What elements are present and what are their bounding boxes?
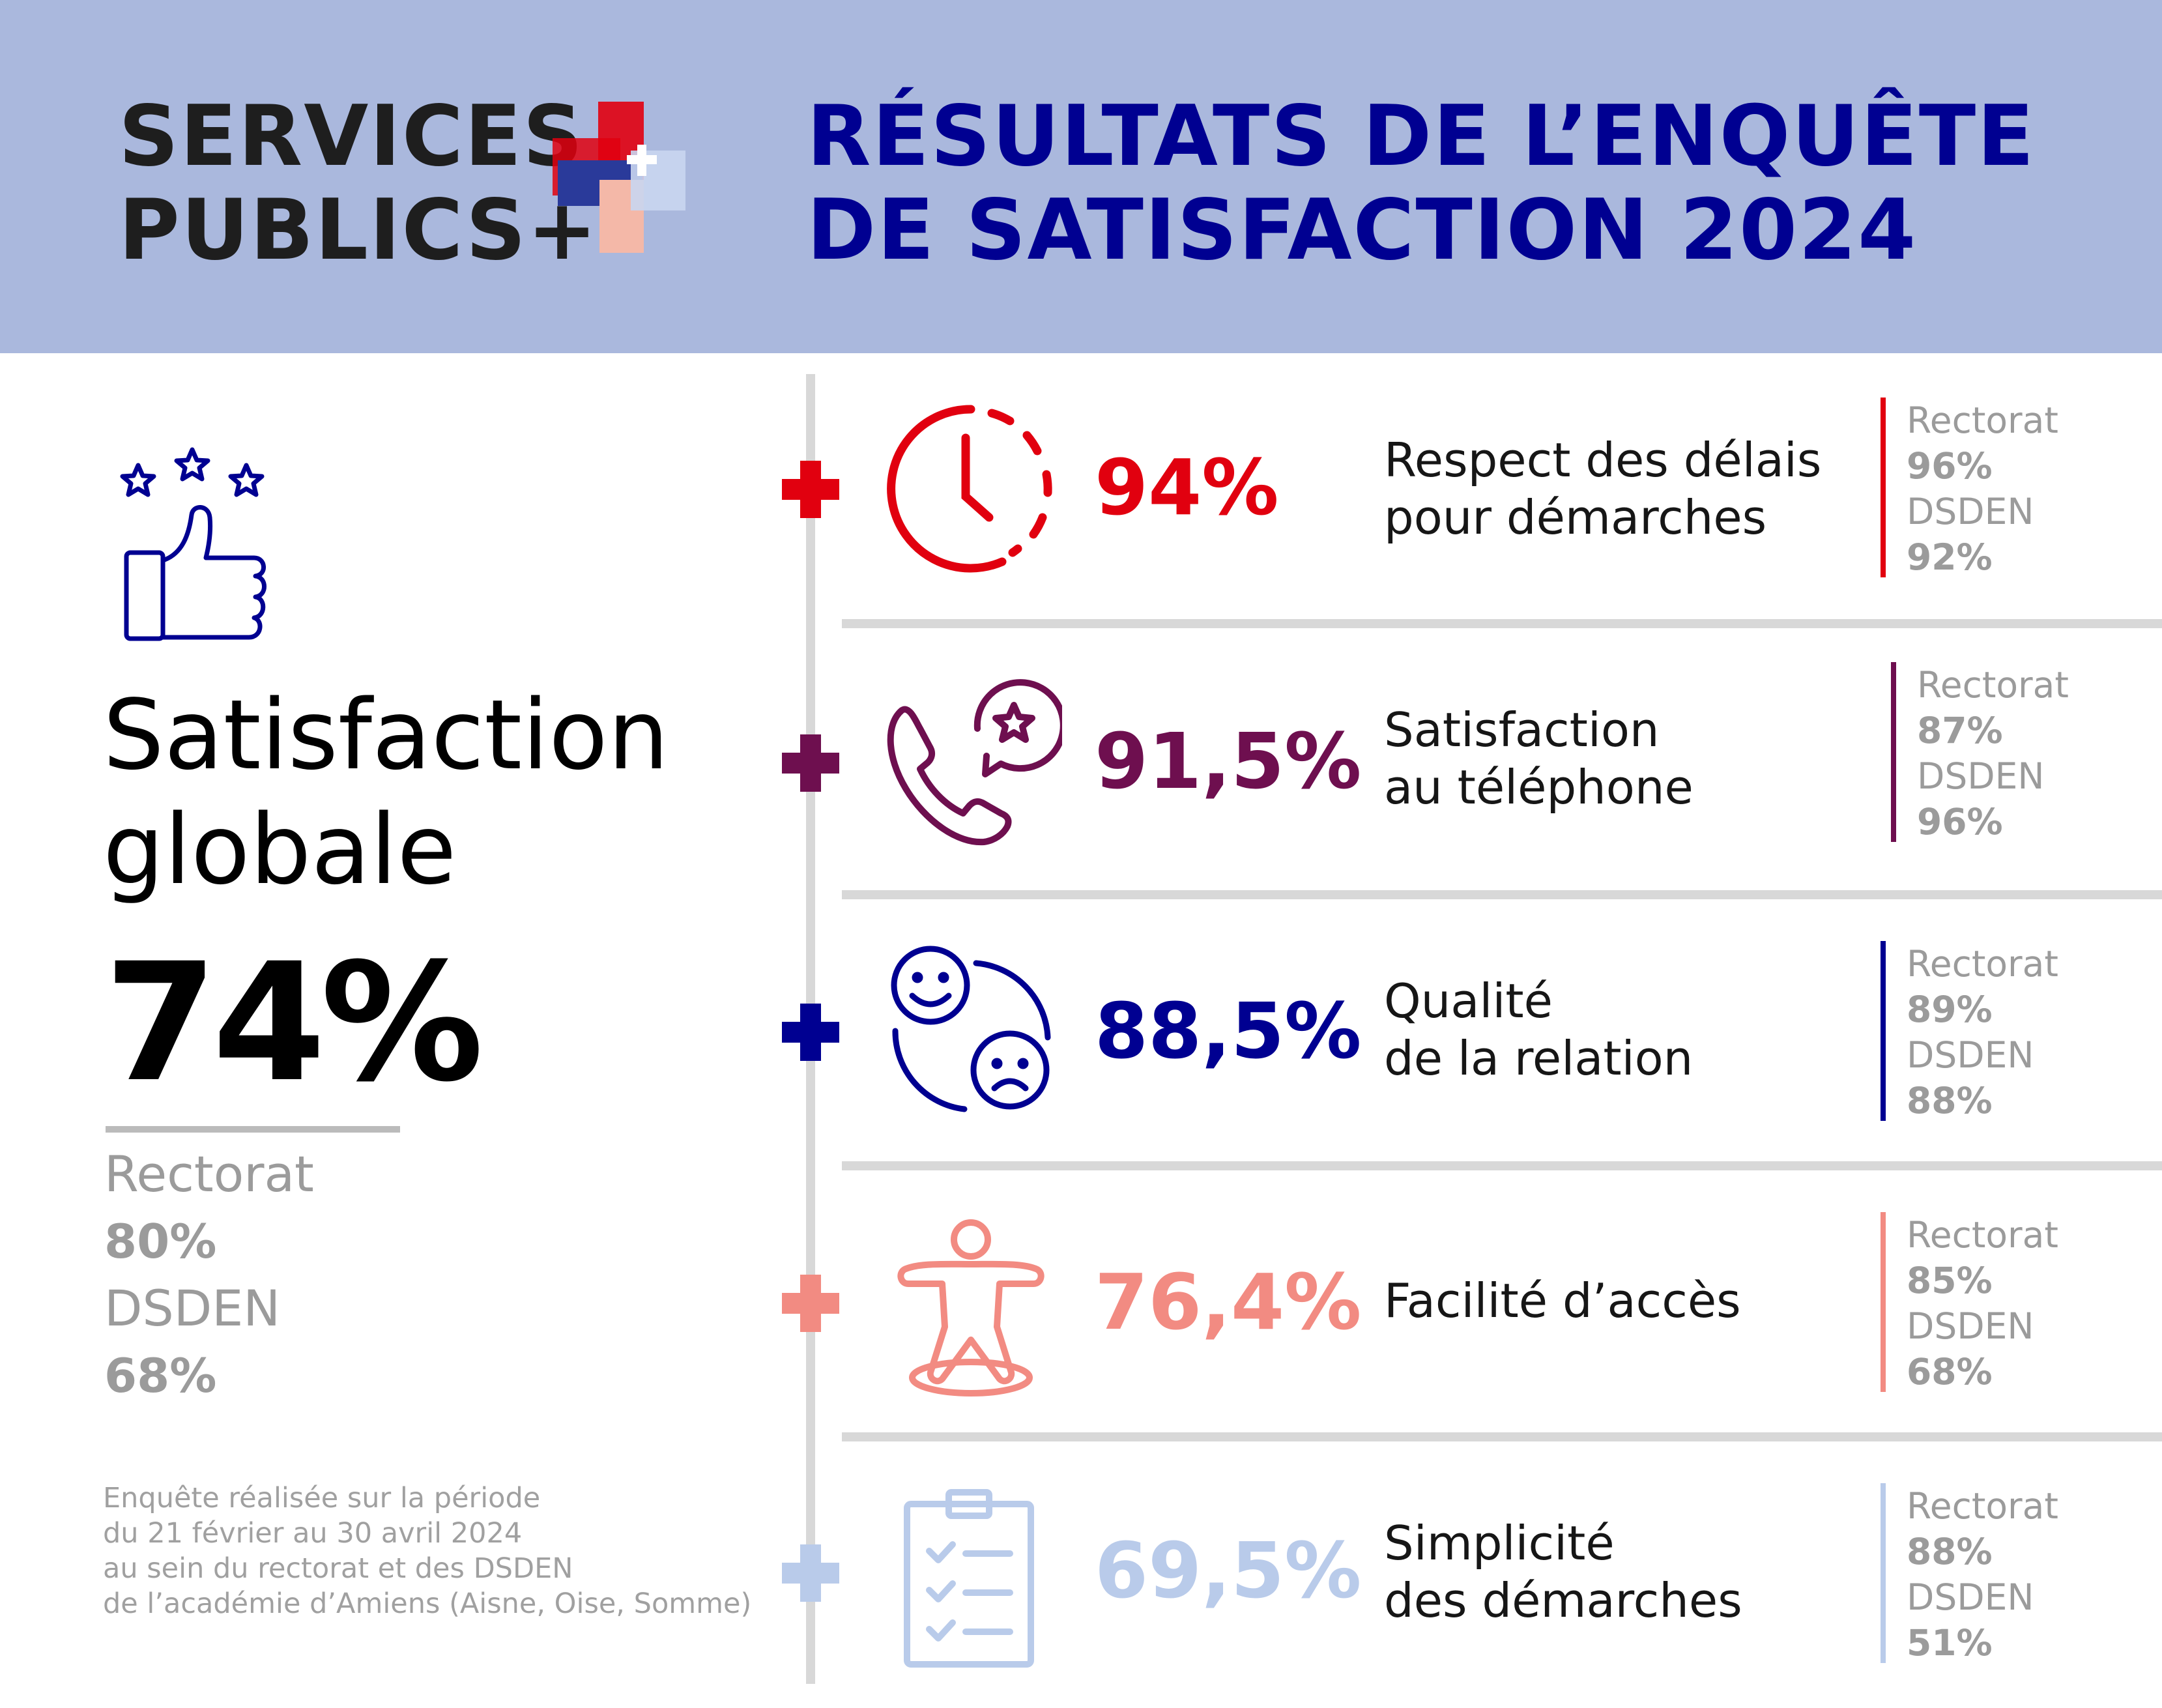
thumbs-up-stars-icon xyxy=(120,447,267,641)
criterion-breakdown: Rectorat 85% DSDEN 68% xyxy=(1907,1212,2058,1395)
dsden-label: DSDEN xyxy=(1907,1034,2034,1076)
row-divider xyxy=(842,1161,2162,1170)
criterion-label-line-2: pour démarches xyxy=(1384,490,1767,545)
criterion-label-line-1: Qualité xyxy=(1384,974,1553,1028)
plus-marker xyxy=(782,734,839,792)
global-dsden-label: DSDEN xyxy=(104,1279,281,1337)
accent-bar xyxy=(1881,1212,1886,1392)
dsden-label: DSDEN xyxy=(1917,755,2045,797)
rectorat-value: 88% xyxy=(1907,1531,1993,1572)
criterion-label-line-2: au téléphone xyxy=(1384,760,1694,815)
row-divider xyxy=(842,619,2162,628)
brand-wordmark: SERVICES PUBLICS+ xyxy=(119,90,598,278)
criterion-breakdown: Rectorat 88% DSDEN 51% xyxy=(1907,1483,2058,1666)
rectorat-label: Rectorat xyxy=(1907,1485,2058,1527)
criterion-label: Qualité de la relation xyxy=(1384,972,1693,1087)
title-line-1: RÉSULTATS DE L’ENQUÊTE xyxy=(807,88,2036,185)
dsden-label: DSDEN xyxy=(1907,1576,2034,1618)
criterion-label-line-1: Facilité d’accès xyxy=(1384,1273,1741,1328)
footnote-line-2: du 21 février au 30 avril 2024 xyxy=(103,1517,523,1550)
phone-star-icon xyxy=(887,679,1062,846)
criterion-label-line-1: Satisfaction xyxy=(1384,702,1660,757)
rectorat-label: Rectorat xyxy=(1907,1214,2058,1256)
footnote-line-4: de l’académie d’Amiens (Aisne, Oise, Som… xyxy=(103,1587,752,1620)
dsden-label: DSDEN xyxy=(1907,1305,2034,1347)
header-banner: SERVICES PUBLICS+ RÉSULTATS DE L’ENQUÊTE… xyxy=(0,0,2162,353)
global-satisfaction-label: Satisfaction globale xyxy=(103,678,669,907)
global-label-line-1: Satisfaction xyxy=(103,679,669,791)
footnote-line-1: Enquête réalisée sur la période xyxy=(103,1482,541,1514)
global-rectorat-value: 80% xyxy=(104,1214,217,1269)
criterion-breakdown: Rectorat 87% DSDEN 96% xyxy=(1917,662,2069,845)
rectorat-value: 87% xyxy=(1917,710,2003,751)
brand-line-2: PUBLICS+ xyxy=(119,182,599,279)
global-rectorat-label: Rectorat xyxy=(104,1145,314,1203)
criterion-label-line-1: Respect des délais xyxy=(1384,433,1822,487)
criterion-breakdown: Rectorat 89% DSDEN 88% xyxy=(1907,941,2058,1123)
page-title: RÉSULTATS DE L’ENQUÊTE DE SATISFACTION 2… xyxy=(807,90,2036,278)
criterion-value: 69,5% xyxy=(1095,1526,1362,1615)
criterion-label: Respect des délais pour démarches xyxy=(1384,431,1821,546)
global-dsden-value: 68% xyxy=(104,1348,217,1403)
services-publics-logo-icon xyxy=(553,102,685,253)
criterion-label: Simplicité des démarches xyxy=(1384,1514,1742,1629)
rectorat-value: 96% xyxy=(1907,445,1993,487)
rectorat-label: Rectorat xyxy=(1907,943,2058,985)
criterion-label: Satisfaction au téléphone xyxy=(1384,701,1694,816)
criterion-value: 94% xyxy=(1095,442,1279,532)
rectorat-label: Rectorat xyxy=(1907,399,2058,441)
criterion-label-line-2: des démarches xyxy=(1384,1573,1742,1628)
rectorat-value: 85% xyxy=(1907,1260,1993,1301)
global-label-line-2: globale xyxy=(103,794,457,906)
criterion-label-line-1: Simplicité xyxy=(1384,1516,1615,1570)
plus-marker xyxy=(782,1004,839,1061)
smile-sad-faces-icon xyxy=(891,946,1051,1112)
clipboard-checklist-icon xyxy=(904,1489,1034,1668)
dsden-value: 88% xyxy=(1907,1080,1993,1122)
dsden-value: 92% xyxy=(1907,536,1993,578)
criterion-value: 91,5% xyxy=(1095,716,1362,806)
row-divider xyxy=(842,890,2162,899)
plus-marker xyxy=(782,461,839,518)
title-line-2: DE SATISFACTION 2024 xyxy=(807,182,1918,279)
global-divider xyxy=(106,1126,400,1133)
dsden-value: 68% xyxy=(1907,1351,1993,1393)
accent-bar xyxy=(1881,398,1886,577)
global-satisfaction-value: 74% xyxy=(104,928,483,1118)
row-divider xyxy=(842,1432,2162,1441)
criterion-label-line-2: de la relation xyxy=(1384,1031,1694,1086)
accent-bar xyxy=(1881,941,1886,1121)
dsden-value: 96% xyxy=(1917,801,2003,843)
plus-marker xyxy=(782,1544,839,1602)
accessibility-person-icon xyxy=(897,1219,1045,1397)
global-breakdown: Rectorat 80% DSDEN 68% xyxy=(104,1142,314,1410)
survey-footnote: Enquête réalisée sur la période du 21 fé… xyxy=(103,1481,751,1621)
rectorat-value: 89% xyxy=(1907,989,1993,1030)
dsden-value: 51% xyxy=(1907,1622,1993,1664)
brand-line-1: SERVICES xyxy=(119,88,584,185)
criterion-value: 88,5% xyxy=(1095,986,1362,1076)
criterion-label: Facilité d’accès xyxy=(1384,1272,1741,1329)
clock-icon xyxy=(887,405,1052,573)
accent-bar xyxy=(1891,662,1896,842)
criterion-breakdown: Rectorat 96% DSDEN 92% xyxy=(1907,398,2058,580)
criterion-value: 76,4% xyxy=(1095,1257,1362,1347)
accent-bar xyxy=(1881,1483,1886,1663)
plus-marker xyxy=(782,1275,839,1332)
footnote-line-3: au sein du rectorat et des DSDEN xyxy=(103,1552,573,1585)
dsden-label: DSDEN xyxy=(1907,491,2034,532)
rectorat-label: Rectorat xyxy=(1917,664,2069,706)
